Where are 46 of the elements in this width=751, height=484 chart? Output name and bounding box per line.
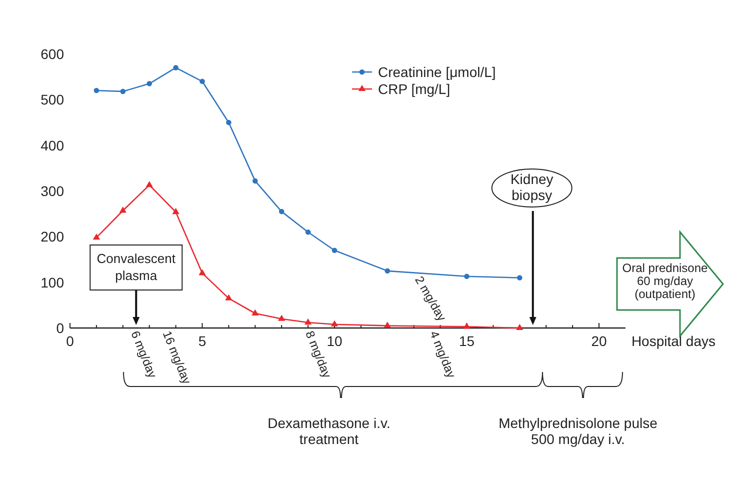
- x-tick-label: 20: [591, 333, 607, 349]
- point: [146, 81, 152, 86]
- point: [330, 320, 338, 326]
- y-tick-label: 0: [56, 320, 64, 336]
- y-tick-label: 600: [40, 46, 64, 62]
- text: Methylprednisolone pulse 500 mg/day i.v.: [498, 415, 658, 447]
- point: [94, 88, 100, 94]
- point: [304, 318, 312, 325]
- point: [200, 78, 205, 84]
- x-tick-label: 10: [326, 333, 342, 349]
- point: [517, 275, 522, 280]
- text: Dexamethasone i.v. treatment: [268, 415, 390, 447]
- annotation: Oral prednisone 60 mg/day (outpatient): [622, 261, 708, 301]
- x-tick-label: 5: [198, 333, 206, 349]
- point: [252, 178, 258, 184]
- y-tick-label: 400: [40, 137, 64, 154]
- point: [226, 120, 232, 126]
- point: [172, 208, 180, 214]
- point: [463, 322, 470, 329]
- point: [225, 294, 232, 300]
- legend-label: CRP [mg/L]: [378, 81, 450, 97]
- point: [120, 88, 126, 94]
- y-tick-label: 200: [40, 228, 64, 245]
- x-tick-label: 0: [66, 333, 74, 349]
- annotation: Convalescent plasma: [96, 251, 176, 283]
- point: [464, 274, 470, 280]
- annotation: Kidney biopsy: [510, 171, 554, 203]
- point: [146, 180, 153, 188]
- point: [384, 268, 390, 274]
- point: [252, 309, 259, 316]
- y-tick-label: 100: [40, 274, 64, 290]
- point: [198, 269, 206, 276]
- point: [92, 233, 100, 240]
- point: [384, 322, 391, 328]
- x-axis-title: Hospital days: [631, 333, 716, 349]
- y-tick-label: 500: [40, 92, 64, 108]
- legend-label: Creatinine [μmol/L]: [378, 64, 496, 80]
- point: [516, 324, 524, 330]
- point: [305, 229, 311, 235]
- point: [278, 314, 286, 321]
- point: [332, 248, 338, 254]
- x-tick-label: 15: [458, 333, 475, 349]
- point: [119, 206, 126, 213]
- point: [278, 208, 284, 214]
- point: [173, 65, 178, 70]
- y-tick-label: 300: [40, 183, 64, 199]
